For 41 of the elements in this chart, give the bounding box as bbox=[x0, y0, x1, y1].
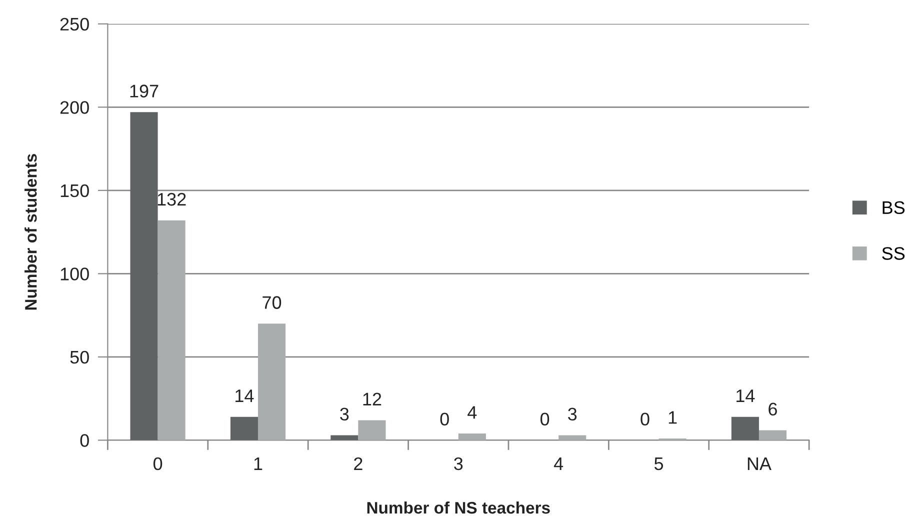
y-axis-title: Number of students bbox=[24, 154, 37, 310]
x-tick-label: 4 bbox=[554, 458, 564, 470]
bar bbox=[158, 220, 186, 440]
legend-label: SS bbox=[882, 247, 905, 260]
x-axis-title: Number of NS teachers bbox=[367, 501, 550, 514]
y-tick-label: 0 bbox=[80, 434, 89, 447]
data-label: 132 bbox=[158, 192, 186, 206]
y-tick-label: 50 bbox=[70, 350, 89, 364]
data-label: 0 bbox=[540, 412, 550, 426]
bar bbox=[258, 324, 286, 440]
y-tick-label: 200 bbox=[60, 101, 89, 114]
data-label: 3 bbox=[568, 408, 577, 421]
data-label: 4 bbox=[468, 406, 477, 419]
data-label: 197 bbox=[130, 84, 158, 98]
y-tick-label: 100 bbox=[60, 268, 89, 280]
data-label: 1 bbox=[668, 411, 677, 424]
data-label: 0 bbox=[640, 412, 650, 426]
y-tick-label: 250 bbox=[60, 18, 89, 31]
x-tick-label: 2 bbox=[354, 457, 362, 470]
bar bbox=[230, 416, 258, 440]
bar bbox=[731, 416, 759, 440]
data-label: 14 bbox=[736, 390, 755, 402]
bar bbox=[358, 420, 386, 440]
x-tick-label: 5 bbox=[654, 458, 664, 470]
bar bbox=[758, 430, 787, 440]
bar bbox=[558, 435, 586, 440]
bar bbox=[330, 435, 358, 440]
x-tick-label: NA bbox=[748, 458, 772, 470]
data-label: 14 bbox=[236, 390, 254, 402]
data-label: 12 bbox=[363, 392, 382, 406]
y-tick-label: 150 bbox=[60, 184, 89, 198]
data-label: 70 bbox=[262, 296, 282, 309]
x-tick-label: 1 bbox=[254, 458, 262, 470]
data-label: 0 bbox=[440, 412, 449, 426]
x-tick-label: 3 bbox=[454, 457, 463, 470]
data-label: 6 bbox=[768, 402, 777, 416]
x-tick-label: 0 bbox=[153, 457, 162, 470]
data-label: 3 bbox=[340, 408, 349, 421]
bar bbox=[458, 434, 486, 440]
bar bbox=[130, 112, 158, 440]
legend-label: BS bbox=[882, 201, 905, 214]
